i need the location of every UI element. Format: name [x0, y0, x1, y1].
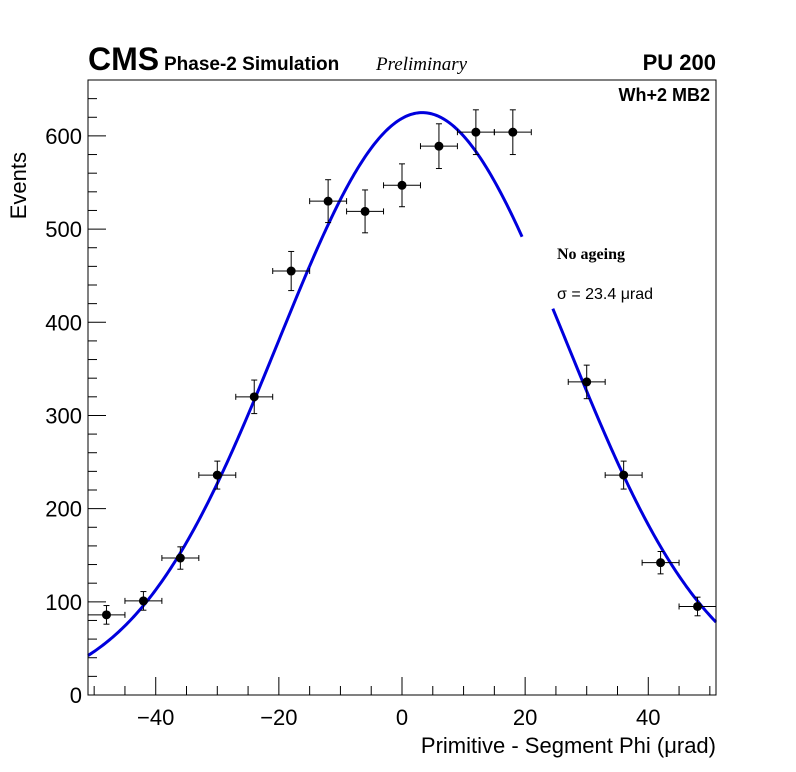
pileup-label: PU 200: [643, 50, 716, 75]
x-tick-label: 40: [636, 705, 660, 730]
data-point-group: [272, 250, 311, 292]
data-point: [397, 180, 407, 190]
sigma-label: σ = 23.4 μrad: [557, 286, 653, 303]
data-point: [101, 610, 111, 620]
data-point-group: [419, 123, 458, 170]
y-tick-label: 0: [70, 683, 82, 708]
data-point: [471, 127, 481, 137]
y-tick-label: 100: [45, 590, 82, 615]
x-tick-label: 20: [513, 705, 537, 730]
data-point: [434, 141, 444, 151]
data-point: [693, 601, 703, 611]
data-point-group: [456, 109, 495, 156]
data-point: [175, 553, 185, 563]
y-tick-label: 400: [45, 310, 82, 335]
data-point: [360, 206, 370, 216]
status-label: Preliminary: [375, 54, 468, 75]
data-point: [656, 558, 666, 568]
data-point-group: [604, 460, 643, 490]
data-point-group: [87, 605, 126, 625]
data-point-group: [198, 460, 237, 490]
data-point: [619, 470, 629, 480]
legend-title: No ageing: [557, 246, 625, 263]
data-point-group: [493, 109, 532, 156]
fit-curve-segment-2: [551, 308, 718, 624]
y-axis-label: Events: [6, 152, 31, 219]
fit-curve-segment-1: [87, 111, 524, 657]
fit-layer: [87, 111, 718, 657]
data-point: [212, 470, 222, 480]
data-point-group: [641, 551, 680, 575]
data-point-group: [309, 179, 348, 224]
data-point-group: [567, 364, 606, 400]
data-point-group: [383, 163, 421, 208]
x-tick-label: −20: [260, 705, 297, 730]
chamber-label: Wh+2 MB2: [618, 85, 710, 105]
data-layer: [87, 109, 717, 625]
tick-layer: [88, 79, 711, 696]
data-point-group: [235, 379, 274, 415]
x-tick-label: 0: [396, 705, 408, 730]
y-tick-label: 600: [45, 124, 82, 149]
y-tick-label: 200: [45, 497, 82, 522]
y-tick-label: 300: [45, 403, 82, 428]
data-point: [138, 596, 148, 606]
subtitle-label: Phase-2 Simulation: [164, 54, 339, 75]
data-point: [323, 196, 333, 206]
data-point: [286, 266, 296, 276]
data-point: [582, 377, 592, 387]
x-axis-label: Primitive - Segment Phi (μrad): [421, 733, 716, 758]
cms-label: CMS: [88, 41, 159, 77]
data-point: [249, 392, 259, 402]
data-point-group: [678, 596, 717, 617]
data-point-group: [124, 591, 163, 611]
x-tick-label: −40: [137, 705, 174, 730]
data-point: [508, 127, 518, 137]
data-point-group: [161, 546, 200, 570]
data-point-group: [346, 189, 385, 234]
y-tick-label: 500: [45, 217, 82, 242]
